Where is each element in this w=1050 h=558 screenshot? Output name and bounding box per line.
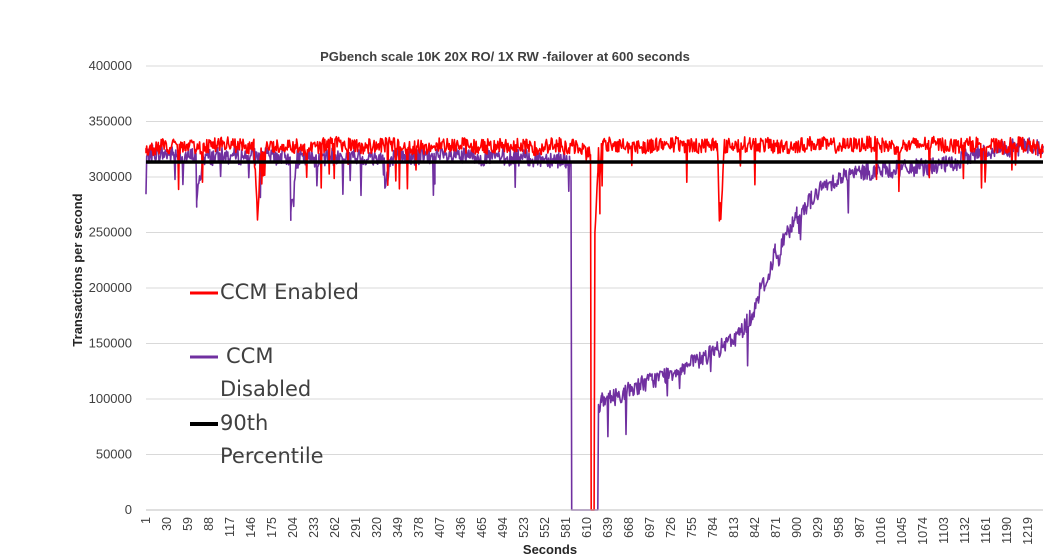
x-tick-label: 581 [559, 517, 573, 538]
y-axis-ticks: 0 50000 100000 150000 200000 250000 300000 3500… [89, 58, 132, 517]
x-tick-label: 291 [349, 517, 363, 538]
x-tick-label: 30 [160, 517, 174, 531]
series-lines [145, 135, 1044, 511]
x-tick-label: 1074 [916, 517, 930, 545]
legend-label-ccm-disabled: CCM [226, 344, 273, 368]
x-tick-label: 262 [328, 517, 342, 538]
x-tick-label: 813 [727, 517, 741, 538]
x-tick-label: 639 [601, 517, 615, 538]
x-tick-label: 436 [454, 517, 468, 538]
y-tick-label: 150000 [89, 336, 132, 351]
y-axis-label: Transactions per second [70, 193, 85, 346]
x-tick-label: 958 [832, 517, 846, 538]
x-tick-label: 88 [202, 517, 216, 531]
x-tick-label: 929 [811, 517, 825, 538]
x-tick-label: 987 [853, 517, 867, 538]
x-tick-label: 204 [286, 517, 300, 538]
x-tick-label: 407 [433, 517, 447, 538]
x-tick-label: 320 [370, 517, 384, 538]
y-tick-label: 300000 [89, 169, 132, 184]
y-tick-label: 100000 [89, 391, 132, 406]
x-tick-label: 1045 [895, 517, 909, 545]
legend-label-90th-percentile: 90th [220, 411, 268, 435]
legend-label-90th-percentile-line2: Percentile [220, 444, 324, 468]
series-line-ccm-disabled [145, 137, 1044, 511]
x-tick-label: 494 [496, 517, 510, 538]
chart-title: PGbench scale 10K 20X RO/ 1X RW -failove… [320, 49, 690, 64]
x-axis-ticks: 1 30 59 88 117 146 175 204 233 262 291 320 349 378 407… [139, 517, 1035, 545]
x-tick-label: 900 [790, 517, 804, 538]
x-axis-label: Seconds [523, 542, 577, 557]
y-tick-label: 50000 [96, 447, 132, 462]
x-tick-label: 1103 [937, 517, 951, 544]
x-tick-label: 378 [412, 517, 426, 538]
x-tick-label: 523 [517, 517, 531, 538]
x-tick-label: 1016 [874, 517, 888, 545]
x-tick-label: 1219 [1021, 517, 1035, 545]
y-tick-label: 400000 [89, 58, 132, 73]
x-tick-label: 842 [748, 517, 762, 538]
x-tick-label: 349 [391, 517, 405, 538]
x-tick-label: 175 [265, 517, 279, 538]
legend-label-ccm-disabled-line2: Disabled [220, 377, 311, 401]
x-tick-label: 146 [244, 517, 258, 538]
x-tick-label: 1132 [958, 517, 972, 544]
x-tick-label: 784 [706, 517, 720, 538]
y-tick-label: 200000 [89, 280, 132, 295]
x-tick-label: 871 [769, 517, 783, 538]
x-tick-label: 233 [307, 517, 321, 538]
y-tick-label: 0 [125, 502, 132, 517]
x-tick-label: 610 [580, 517, 594, 538]
x-tick-label: 1190 [1000, 517, 1014, 544]
legend: CCM Enabled CCM Disabled 90th Percentile [190, 280, 359, 468]
x-tick-label: 552 [538, 517, 552, 538]
x-tick-label: 465 [475, 517, 489, 538]
x-tick-label: 1161 [979, 517, 993, 544]
x-tick-label: 697 [643, 517, 657, 538]
x-tick-label: 1 [139, 517, 153, 524]
x-tick-label: 117 [223, 517, 237, 537]
y-tick-label: 250000 [89, 225, 132, 240]
y-tick-label: 350000 [89, 114, 132, 129]
legend-label-ccm-enabled: CCM Enabled [220, 280, 359, 304]
series-line-ccm-enabled [145, 135, 1044, 511]
x-tick-label: 668 [622, 517, 636, 538]
x-tick-label: 59 [181, 517, 195, 531]
x-tick-label: 726 [664, 517, 678, 538]
x-tick-label: 755 [685, 517, 699, 538]
